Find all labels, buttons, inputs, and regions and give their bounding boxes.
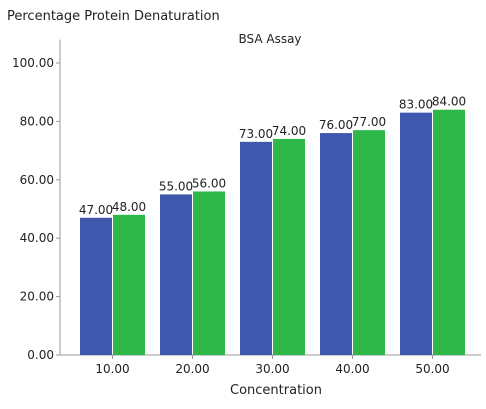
bar-series-1 [320,133,352,355]
bar-series-2 [433,109,465,355]
x-tick-label: 20.00 [175,362,209,376]
bar-series-1 [400,112,432,355]
data-label: 77.00 [352,115,386,129]
x-axis-title: Concentration [230,383,322,398]
data-label: 76.00 [319,118,353,132]
data-label: 74.00 [272,124,306,138]
data-label: 56.00 [192,176,226,190]
bar-series-1 [160,194,192,355]
chart-title: Percentage Protein Denaturation [7,9,220,24]
bar-series-2 [193,191,225,355]
y-tick-label: 80.00 [20,114,54,128]
bar-series-2 [113,214,145,355]
x-tick-label: 10.00 [95,362,129,376]
data-label: 73.00 [239,127,273,141]
y-tick-label: 60.00 [20,173,54,187]
data-label: 84.00 [432,95,466,109]
chart-subtitle: BSA Assay [238,32,301,46]
bar-series-2 [273,138,305,355]
data-label: 48.00 [112,200,146,214]
x-tick-label: 50.00 [415,362,449,376]
plot-area: 0.00 20.00 40.00 60.00 80.00 100.00 10.00 20.00… [12,39,481,376]
y-tick-label: 20.00 [20,290,54,304]
y-tick-label: 40.00 [20,231,54,245]
x-tick-label: 40.00 [335,362,369,376]
bar-series-1 [80,217,112,355]
data-label: 83.00 [399,98,433,112]
y-tick-label: 0.00 [27,348,54,362]
bar-series-2 [353,130,385,355]
data-label: 55.00 [159,179,193,193]
y-tick-label: 100.00 [12,56,54,70]
bar-series-1 [240,141,272,355]
x-tick-label: 30.00 [255,362,289,376]
data-label: 47.00 [79,203,113,217]
